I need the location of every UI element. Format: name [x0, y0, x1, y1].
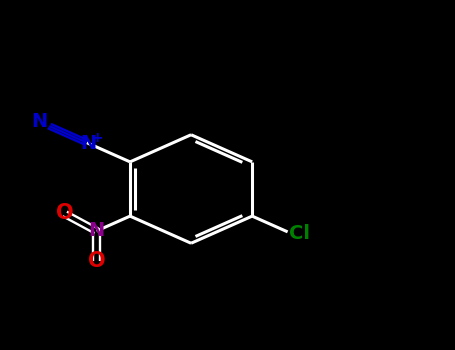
Text: N: N — [31, 112, 47, 131]
Text: O: O — [88, 251, 106, 272]
Text: N: N — [81, 134, 96, 153]
Text: O: O — [56, 203, 73, 223]
Text: +: + — [92, 131, 103, 145]
Text: N: N — [88, 221, 104, 240]
Text: Cl: Cl — [289, 224, 310, 243]
